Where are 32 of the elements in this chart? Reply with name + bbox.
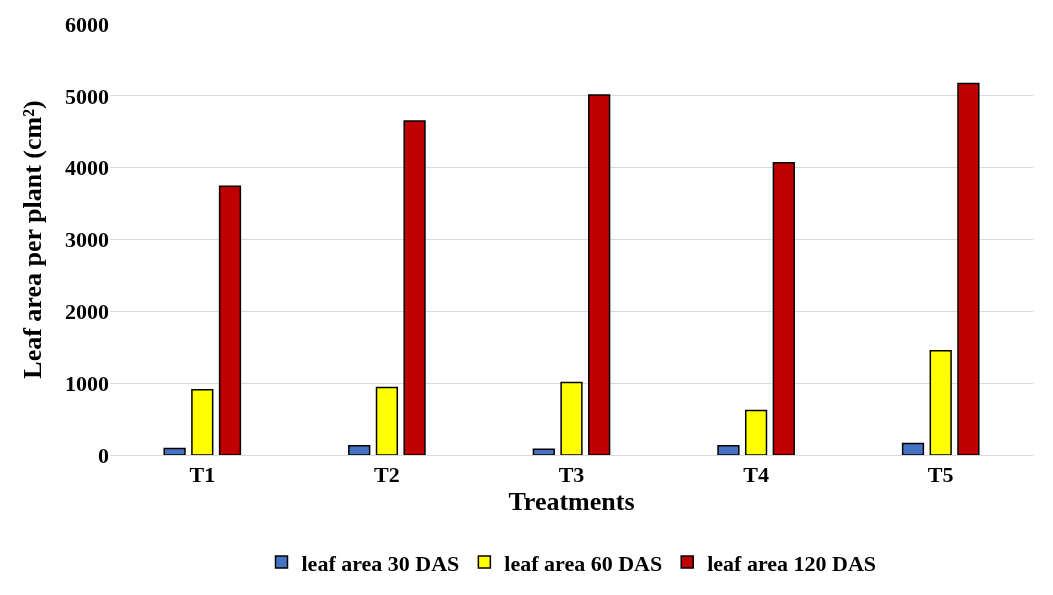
bar [929,350,952,455]
legend-label: leaf area 60 DAS [504,550,663,576]
y-axis-title: Leaf area per plant (cm²) [18,100,48,379]
legend-label: leaf area 120 DAS [707,550,877,576]
y-tick-label: 3000 [65,227,109,253]
bar [957,82,980,455]
y-tick-label: 0 [98,442,109,468]
bar [532,448,555,455]
y-tick-label: 6000 [65,11,109,37]
bar [901,442,925,455]
legend-label: leaf area 30 DAS [301,550,460,576]
bar [218,185,242,455]
y-tick-label: 4000 [65,155,109,181]
x-tick-label: T4 [743,462,769,488]
x-tick-label: T1 [189,462,216,488]
x-tick-label: T5 [927,462,954,488]
y-tick-label: 1000 [65,370,109,396]
bar [163,447,186,455]
bar [191,388,214,455]
bar [772,161,795,455]
y-tick-label: 2000 [65,299,109,325]
bar [744,409,768,455]
bar [375,386,399,455]
bar [560,381,583,455]
bar [588,94,611,455]
x-tick-label: T3 [558,462,585,488]
y-tick-label: 5000 [65,83,109,109]
bar [717,444,740,455]
x-axis-title: Treatments [508,487,635,517]
bar [403,120,426,455]
x-tick-label: T2 [374,462,400,488]
bar [348,444,371,455]
